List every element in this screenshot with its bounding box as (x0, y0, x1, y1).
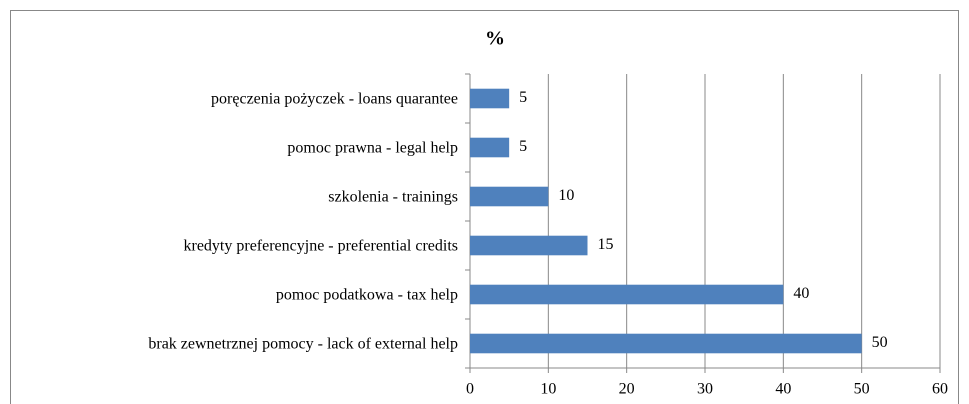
value-label: 50 (872, 334, 888, 351)
bar (470, 186, 549, 207)
y-tick-label: kredyty preferencyjne - preferential cre… (183, 237, 458, 254)
value-label: 5 (519, 89, 527, 106)
y-tick-label: poręczenia pożyczek - loans quarantee (211, 90, 458, 107)
value-label: 5 (519, 138, 527, 155)
bar (470, 88, 510, 109)
value-label: 15 (598, 236, 614, 253)
x-tick-label: 40 (775, 381, 791, 398)
y-tick-label: pomoc prawna - legal help (287, 139, 458, 156)
bar (470, 284, 784, 305)
x-tick-label: 30 (697, 381, 713, 398)
y-tick-label: pomoc podatkowa - tax help (275, 286, 458, 303)
x-tick-label: 50 (854, 381, 870, 398)
x-tick-label: 60 (932, 381, 948, 398)
y-tick-label: szkolenia - trainings (328, 188, 458, 205)
value-label: 40 (793, 285, 809, 302)
value-label: 10 (558, 187, 574, 204)
bar (470, 137, 510, 158)
bar (470, 333, 862, 354)
x-tick-label: 10 (540, 381, 556, 398)
chart-title: % (485, 28, 505, 50)
x-tick-label: 0 (466, 381, 474, 398)
x-tick-label: 20 (619, 381, 635, 398)
y-tick-label: brak zewnetrznej pomocy - lack of extern… (148, 335, 458, 352)
chart-border (10, 10, 959, 404)
bar (470, 235, 588, 256)
